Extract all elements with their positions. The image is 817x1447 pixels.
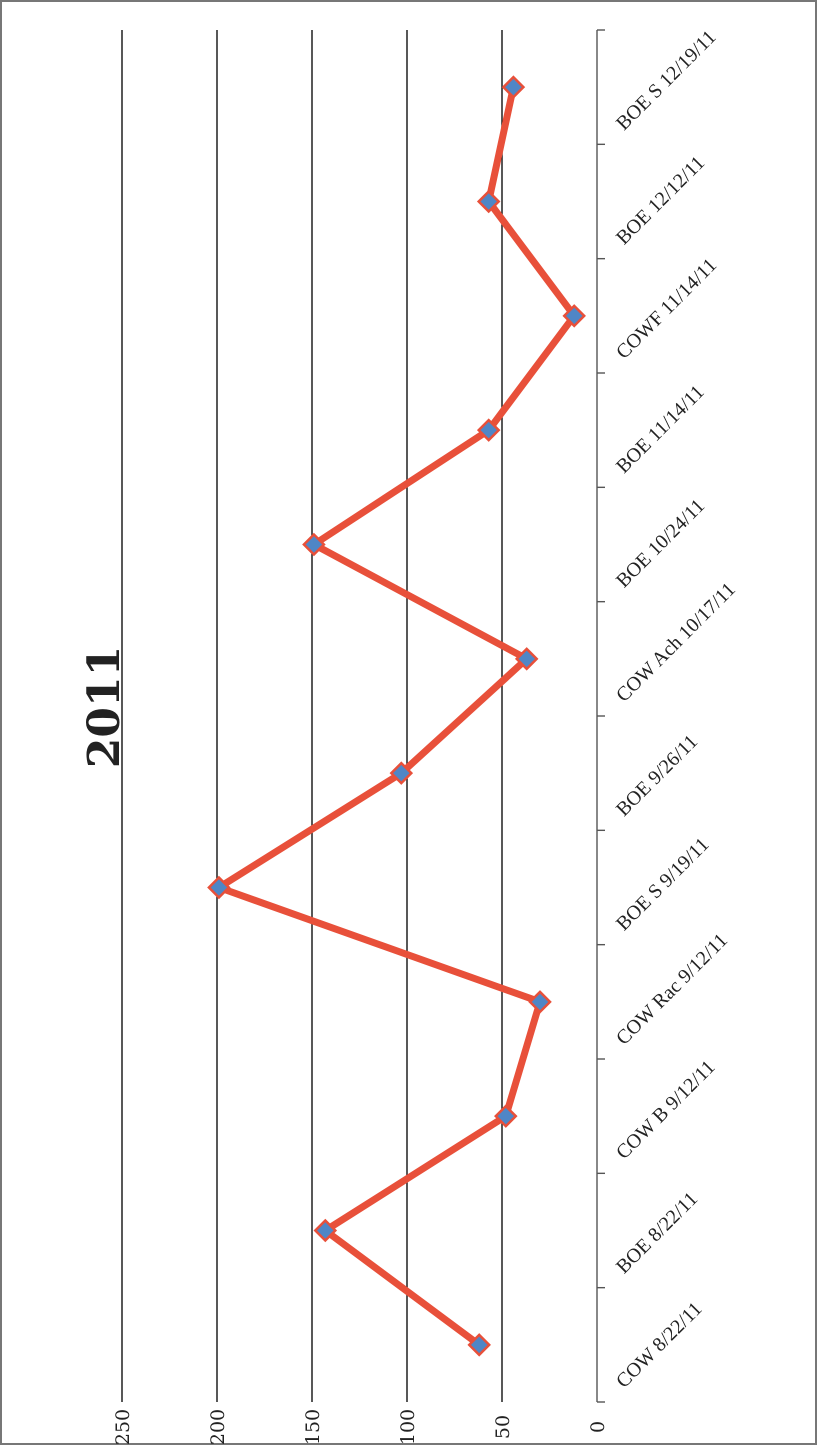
data-point-marker [302, 532, 326, 557]
y-tick-label: 150 [302, 1409, 324, 1445]
y-tick-label: 50 [492, 1415, 514, 1439]
category-label: BOE S 9/19/11 [612, 834, 713, 935]
chart-title: 2011 [79, 646, 130, 768]
data-point-marker [476, 418, 501, 442]
category-label: COW Rac 9/12/11 [612, 929, 732, 1049]
category-label: BOE 10/24/11 [612, 495, 709, 592]
y-tick-label: 100 [397, 1409, 419, 1445]
y-tick-label: 200 [207, 1409, 229, 1445]
category-label: BOE 9/26/11 [612, 731, 702, 821]
data-series [207, 75, 586, 1357]
y-tick-label: 0 [587, 1421, 609, 1433]
category-label: COW B 9/12/11 [612, 1056, 719, 1163]
category-label: BOE 11/14/11 [612, 381, 709, 478]
y-tick-label: 250 [112, 1409, 134, 1445]
category-label: COWF 11/14/11 [612, 254, 721, 363]
series-line [215, 83, 578, 1349]
data-point-marker [562, 304, 586, 328]
data-point-marker [494, 1104, 518, 1128]
data-point-marker [514, 647, 539, 671]
category-label: COW Ach 10/17/11 [612, 578, 740, 706]
category-label: BOE 8/22/11 [612, 1188, 702, 1278]
category-label: COW 8/22/11 [612, 1298, 707, 1393]
data-point-marker [313, 1218, 338, 1243]
data-point-marker [467, 1333, 491, 1357]
axis-labels: 0 50 100 150 200 250 COW 8/22/11 BOE 8/22/11 COW… [112, 26, 740, 1445]
data-point-marker [476, 189, 501, 214]
gridlines [121, 30, 503, 1402]
category-axis [596, 29, 605, 1403]
category-label: BOE 12/12/11 [612, 152, 709, 249]
data-point-marker [207, 875, 231, 900]
data-point-marker [528, 990, 552, 1014]
data-point-marker [501, 75, 526, 99]
data-point-marker [389, 761, 414, 785]
category-label: BOE S 12/19/11 [612, 26, 721, 135]
